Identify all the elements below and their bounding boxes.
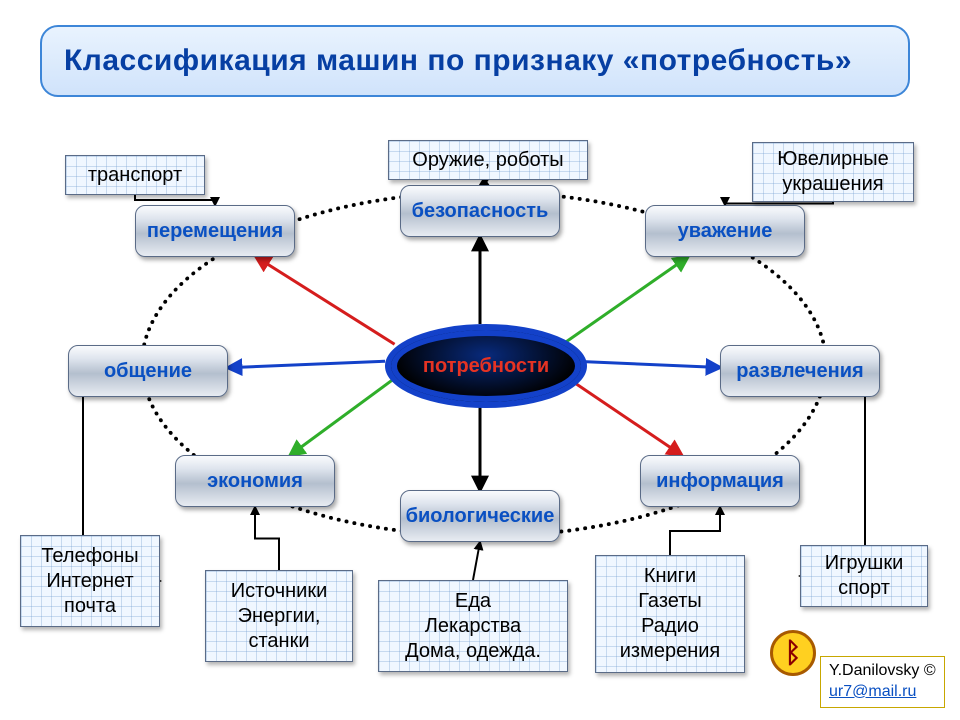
credit-email-link[interactable]: ur7@mail.ru — [829, 683, 916, 700]
category-label: перемещения — [147, 220, 283, 243]
category-communicate: общение — [68, 345, 228, 397]
category-fun: развлечения — [720, 345, 880, 397]
note-books: Книги Газеты Радио измерения — [595, 555, 745, 673]
category-movement: перемещения — [135, 205, 295, 257]
note-jewelry: Ювелирные украшения — [752, 142, 914, 202]
category-safety: безопасность — [400, 185, 560, 237]
rune-icon: ᛒ — [770, 630, 816, 676]
note-energy: Источники Энергии, станки — [205, 570, 353, 662]
category-label: уважение — [678, 220, 773, 243]
center-node: потребности — [385, 324, 587, 408]
title-box: Классификация машин по признаку «потребн… — [40, 25, 910, 97]
note-toys: Игрушки спорт — [800, 545, 928, 607]
category-label: развлечения — [736, 360, 863, 383]
note-weapons: Оружие, роботы — [388, 140, 588, 180]
category-bio: биологические — [400, 490, 560, 542]
category-label: биологические — [406, 505, 555, 528]
category-label: информация — [656, 470, 784, 493]
category-economy: экономия — [175, 455, 335, 507]
category-respect: уважение — [645, 205, 805, 257]
credit-author: Y.Danilovsky © — [829, 662, 936, 679]
category-label: общение — [104, 360, 192, 383]
rune-glyph: ᛒ — [785, 637, 802, 669]
diagram-stage: Классификация машин по признаку «потребн… — [0, 0, 960, 720]
category-info: информация — [640, 455, 800, 507]
center-label: потребности — [423, 355, 549, 378]
credit-box: Y.Danilovsky © ur7@mail.ru — [820, 656, 945, 708]
category-label: экономия — [207, 470, 303, 493]
note-transport: транспорт — [65, 155, 205, 195]
category-label: безопасность — [412, 200, 549, 223]
note-phones: Телефоны Интернет почта — [20, 535, 160, 627]
title-text: Классификация машин по признаку «потребн… — [64, 44, 852, 78]
note-food: Еда Лекарства Дома, одежда. — [378, 580, 568, 672]
